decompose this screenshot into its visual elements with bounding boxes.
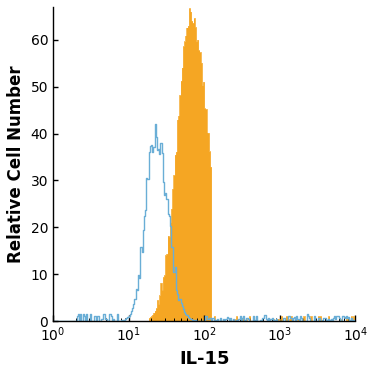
X-axis label: IL-15: IL-15: [179, 350, 230, 368]
Y-axis label: Relative Cell Number: Relative Cell Number: [7, 65, 25, 263]
